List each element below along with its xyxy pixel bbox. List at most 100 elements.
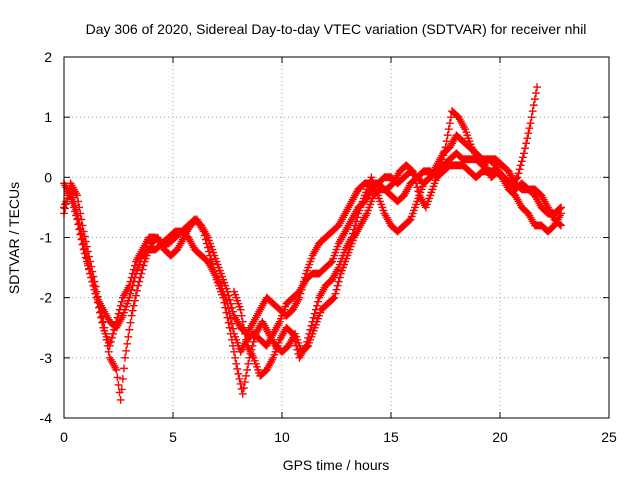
x-tick-label: 25 xyxy=(601,429,617,445)
y-tick-label: 2 xyxy=(44,49,52,65)
data-point xyxy=(244,359,253,368)
data-point xyxy=(145,245,153,254)
data-point xyxy=(339,251,347,260)
data-point xyxy=(89,281,98,290)
data-point xyxy=(409,206,418,215)
data-point xyxy=(205,247,213,256)
data-point xyxy=(242,335,250,344)
data-point xyxy=(132,291,140,300)
data-point xyxy=(533,83,541,91)
data-point xyxy=(220,278,229,287)
data-point xyxy=(137,269,146,278)
data-point xyxy=(306,325,315,334)
data-point xyxy=(239,384,248,392)
data-point xyxy=(277,314,285,323)
data-point xyxy=(129,265,138,274)
data-point xyxy=(290,333,298,342)
data-point xyxy=(362,188,370,197)
data-point xyxy=(353,213,362,222)
data-point xyxy=(118,311,127,320)
data-point xyxy=(330,293,339,302)
data-point xyxy=(98,318,107,327)
data-point xyxy=(527,113,536,122)
x-axis-label: GPS time / hours xyxy=(283,457,390,473)
data-point xyxy=(115,305,124,314)
data-point xyxy=(526,119,535,128)
data-point xyxy=(106,337,115,346)
data-point xyxy=(124,296,133,305)
data-point xyxy=(529,101,538,110)
data-point xyxy=(127,311,136,320)
data-point xyxy=(557,221,565,230)
x-tick-label: 5 xyxy=(169,429,177,445)
data-point xyxy=(221,303,230,312)
data-point xyxy=(81,253,90,262)
data-point xyxy=(309,313,318,322)
axis-ticks xyxy=(63,56,610,419)
data-point xyxy=(333,242,342,251)
data-point xyxy=(250,356,259,365)
data-point xyxy=(74,197,83,206)
data-point xyxy=(379,206,388,215)
y-axis-label: SDTVAR / TECUs xyxy=(6,182,22,294)
x-tick-label: 0 xyxy=(60,429,68,445)
data-point xyxy=(75,225,84,234)
data-point xyxy=(111,321,120,330)
data-point xyxy=(146,242,155,251)
data-point xyxy=(231,290,240,299)
data-point xyxy=(350,225,358,234)
data-point xyxy=(304,333,313,342)
data-point xyxy=(525,124,534,133)
y-tick-label: 1 xyxy=(44,109,52,125)
data-point xyxy=(235,302,244,311)
data-point xyxy=(357,200,366,209)
y-tick-label: -1 xyxy=(40,230,53,246)
data-point xyxy=(303,337,311,346)
data-point xyxy=(201,235,210,244)
data-point xyxy=(274,338,283,347)
data-point xyxy=(303,266,311,275)
data-point xyxy=(82,257,91,266)
data-point xyxy=(338,254,346,263)
data-point xyxy=(227,303,236,312)
data-point xyxy=(236,380,245,388)
series-track-a xyxy=(60,149,565,338)
data-point xyxy=(314,314,322,323)
data-point xyxy=(242,371,250,380)
data-point xyxy=(217,281,225,290)
data-point xyxy=(84,261,92,270)
data-point xyxy=(112,365,121,374)
data-point xyxy=(367,197,376,206)
data-point xyxy=(408,209,417,218)
data-point xyxy=(93,298,102,307)
data-point xyxy=(253,362,261,371)
data-point xyxy=(222,296,231,305)
data-point xyxy=(220,290,229,299)
data-point xyxy=(236,305,245,314)
data-point xyxy=(230,287,238,296)
data-point xyxy=(225,323,234,332)
data-point xyxy=(71,207,79,216)
data-point xyxy=(316,308,325,317)
data-point xyxy=(308,317,317,326)
data-point xyxy=(310,309,319,318)
data-point xyxy=(232,335,241,344)
data-point xyxy=(79,245,88,254)
data-point xyxy=(368,176,377,185)
data-point xyxy=(238,390,247,398)
data-point xyxy=(233,364,242,373)
data-point xyxy=(371,185,380,194)
data-point xyxy=(293,345,302,354)
data-point xyxy=(217,269,225,278)
data-point xyxy=(209,248,218,257)
data-point xyxy=(222,308,231,317)
data-point xyxy=(334,277,343,286)
data-point xyxy=(104,347,113,356)
data-point xyxy=(108,333,116,342)
data-point xyxy=(365,203,374,212)
data-point xyxy=(372,188,381,197)
data-point xyxy=(200,231,209,240)
data-point xyxy=(425,194,434,203)
data-point xyxy=(224,304,233,313)
data-point xyxy=(225,309,234,318)
